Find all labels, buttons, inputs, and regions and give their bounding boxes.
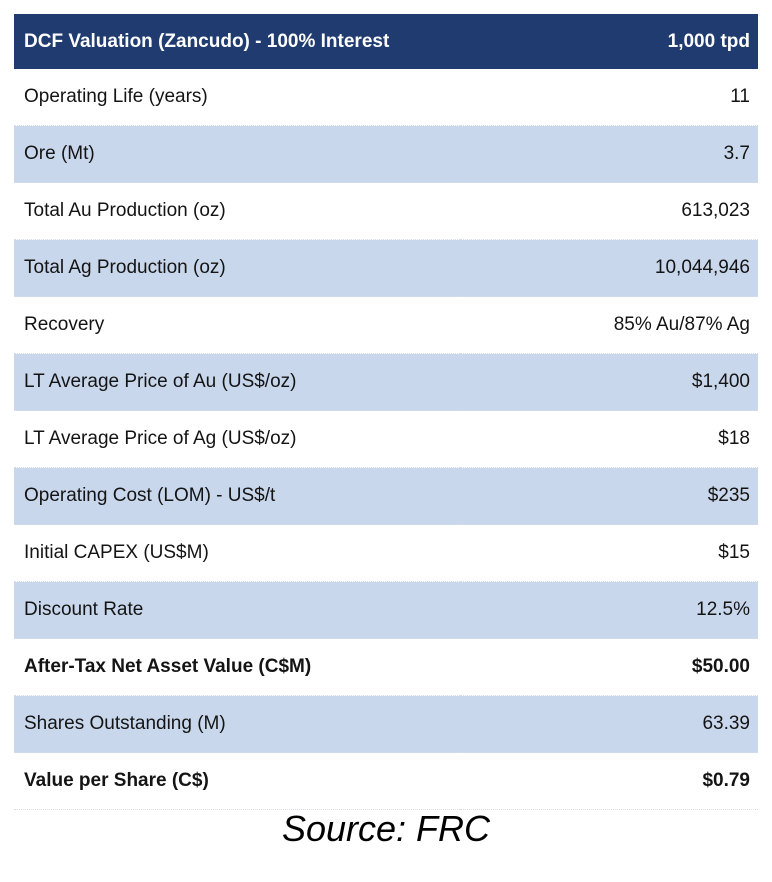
table-header-row: DCF Valuation (Zancudo) - 100% Interest … [14, 14, 758, 69]
table-row-value-per-share: Value per Share (C$) $0.79 [14, 752, 758, 810]
row-label: Ore (Mt) [14, 125, 461, 183]
row-label: Operating Life (years) [14, 69, 461, 126]
table-title: DCF Valuation (Zancudo) - 100% Interest [14, 14, 461, 69]
table-row-net-asset-value: After-Tax Net Asset Value (C$M) $50.00 [14, 638, 758, 696]
dcf-valuation-table: DCF Valuation (Zancudo) - 100% Interest … [14, 14, 758, 810]
row-value: 63.39 [460, 695, 758, 753]
row-value: $50.00 [460, 638, 758, 696]
row-label: After-Tax Net Asset Value (C$M) [14, 638, 461, 696]
row-value: 12.5% [460, 581, 758, 639]
table-row-total-ag-production: Total Ag Production (oz) 10,044,946 [14, 239, 758, 297]
row-value: $15 [460, 524, 758, 582]
table-row-au-price: LT Average Price of Au (US$/oz) $1,400 [14, 353, 758, 411]
row-value: $18 [460, 410, 758, 468]
table-row-initial-capex: Initial CAPEX (US$M) $15 [14, 524, 758, 582]
row-value: 10,044,946 [460, 239, 758, 297]
row-value: $0.79 [460, 752, 758, 810]
row-label: Total Au Production (oz) [14, 182, 461, 240]
row-value: 85% Au/87% Ag [460, 296, 758, 354]
table-row-operating-life: Operating Life (years) 11 [14, 69, 758, 126]
row-value: $1,400 [460, 353, 758, 411]
row-label: Total Ag Production (oz) [14, 239, 461, 297]
source-caption: Source: FRC [281, 808, 491, 849]
row-label: LT Average Price of Au (US$/oz) [14, 353, 461, 411]
row-label: Operating Cost (LOM) - US$/t [14, 467, 461, 525]
row-label: Initial CAPEX (US$M) [14, 524, 461, 582]
row-label: Discount Rate [14, 581, 461, 639]
row-label: LT Average Price of Ag (US$/oz) [14, 410, 461, 468]
row-value: 11 [460, 69, 758, 126]
table-row-ore: Ore (Mt) 3.7 [14, 125, 758, 183]
table-row-ag-price: LT Average Price of Ag (US$/oz) $18 [14, 410, 758, 468]
row-label: Shares Outstanding (M) [14, 695, 461, 753]
throughput-label: 1,000 tpd [460, 14, 758, 69]
table-row-discount-rate: Discount Rate 12.5% [14, 581, 758, 639]
table-row-recovery: Recovery 85% Au/87% Ag [14, 296, 758, 354]
table-row-total-au-production: Total Au Production (oz) 613,023 [14, 182, 758, 240]
row-value: $235 [460, 467, 758, 525]
row-value: 613,023 [460, 182, 758, 240]
table-row-shares-outstanding: Shares Outstanding (M) 63.39 [14, 695, 758, 753]
row-label: Recovery [14, 296, 461, 354]
row-label: Value per Share (C$) [14, 752, 461, 810]
row-value: 3.7 [460, 125, 758, 183]
table-row-operating-cost: Operating Cost (LOM) - US$/t $235 [14, 467, 758, 525]
